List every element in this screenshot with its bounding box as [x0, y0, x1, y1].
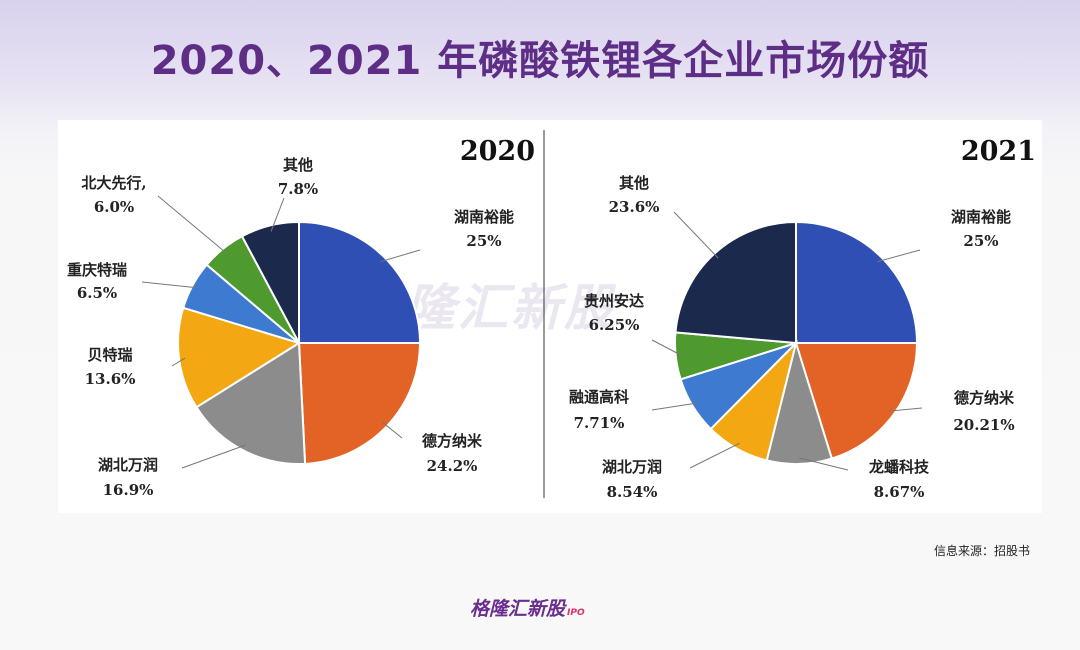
slice-value-label: 25%	[466, 232, 501, 250]
slice-name-label: 湖南裕能	[951, 208, 1011, 226]
slice-name-label: 德方纳米	[422, 432, 483, 450]
slice-name-label: 其他	[619, 174, 649, 192]
pie-slice-7	[240, 220, 300, 344]
slice-value-label: 23.6%	[609, 198, 660, 216]
brand-name: 格隆汇新股	[470, 598, 566, 620]
slice-name-label: 贵州安达	[584, 292, 644, 310]
leader-line-5	[141, 281, 199, 289]
page-title: 2020、2021 年磷酸铁锂各企业市场份额	[150, 38, 930, 84]
slice-value-label: 6.25%	[589, 316, 640, 334]
slice-value-label: 25%	[963, 232, 998, 250]
pie-slice-1	[795, 220, 919, 345]
slice-name-label: 湖北万润	[98, 456, 158, 474]
brand-logo: 格隆汇新股 IPO	[470, 594, 585, 621]
leader-line-7	[673, 211, 719, 259]
slice-value-label: 8.54%	[607, 483, 658, 501]
slice-value-label: 8.67%	[874, 483, 925, 501]
pie-slice-1	[298, 220, 422, 344]
leader-line-3	[181, 444, 246, 469]
slice-name-label: 重庆特瑞	[67, 261, 127, 279]
leader-line-1	[380, 249, 421, 263]
slice-name-label: 北大先行,	[81, 174, 146, 192]
slice-value-label: 7.71%	[574, 414, 625, 432]
pie-slice-3	[195, 341, 307, 465]
chart-year-title: 2021	[961, 136, 1036, 167]
chart-divider	[543, 130, 545, 498]
slice-name-label: 贝特瑞	[87, 346, 132, 364]
pie-chart-2021: 湖南裕能 25% 德方纳米 20.21% 龙蟠科技 8.67% 湖北万润 8.54% 融通高科 7…	[569, 136, 1036, 501]
chart-year-title: 2020	[460, 136, 535, 167]
pie-slice-2	[297, 342, 422, 465]
leader-line-2	[888, 407, 923, 412]
slice-value-label: 6.0%	[94, 198, 134, 216]
leader-line-4	[689, 442, 740, 469]
leader-line-2	[381, 421, 403, 439]
pie-slice-7	[674, 220, 797, 345]
source-note: 信息来源：招股书	[933, 544, 1030, 558]
slice-name-label: 融通高科	[569, 388, 629, 406]
pie-slice-2	[794, 341, 919, 460]
pie-slice-4	[177, 306, 302, 409]
slice-value-label: 20.21%	[953, 416, 1014, 434]
pie-chart-2020: 湖南裕能 25% 德方纳米 24.2% 湖北万润 16.9% 贝特瑞 13.6% 重庆特瑞 6.5…	[67, 136, 535, 499]
leader-line-3	[799, 457, 849, 471]
slice-value-label: 6.5%	[77, 284, 117, 302]
slice-name-label: 湖北万润	[602, 458, 662, 476]
brand-suffix: IPO	[567, 608, 585, 618]
slice-name-label: 龙蟠科技	[868, 458, 930, 476]
slice-name-label: 其他	[283, 156, 313, 174]
leader-line-6	[651, 339, 682, 356]
leader-line-4	[171, 357, 186, 367]
slice-value-label: 13.6%	[85, 370, 136, 388]
slice-value-label: 16.9%	[103, 481, 154, 499]
slice-name-label: 德方纳米	[954, 389, 1015, 407]
slice-value-label: 24.2%	[427, 457, 478, 475]
slice-value-label: 7.8%	[278, 180, 318, 198]
slice-name-label: 湖南裕能	[454, 208, 514, 226]
leader-line-7	[270, 197, 285, 232]
leader-line-6	[157, 195, 228, 254]
leader-line-5	[651, 402, 698, 411]
leader-line-1	[877, 249, 921, 263]
